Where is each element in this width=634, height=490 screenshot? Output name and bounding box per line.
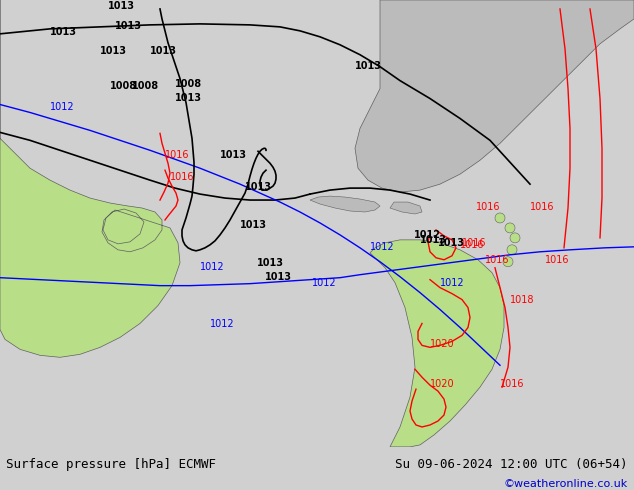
Text: 1013: 1013 <box>50 27 77 37</box>
Text: 1020: 1020 <box>430 379 455 389</box>
Text: 1013: 1013 <box>100 46 127 56</box>
Text: 1013: 1013 <box>438 238 465 248</box>
Text: 1012: 1012 <box>312 278 337 288</box>
Text: 1012: 1012 <box>50 102 75 113</box>
Text: 1013: 1013 <box>420 235 447 245</box>
Text: Surface pressure [hPa] ECMWF: Surface pressure [hPa] ECMWF <box>6 458 216 470</box>
Text: 1008: 1008 <box>175 78 202 89</box>
Circle shape <box>510 233 520 243</box>
Text: Su 09-06-2024 12:00 UTC (06+54): Su 09-06-2024 12:00 UTC (06+54) <box>395 458 628 470</box>
Text: 1013: 1013 <box>108 1 135 11</box>
Circle shape <box>495 213 505 223</box>
Text: 1013: 1013 <box>240 220 267 230</box>
Text: ©weatheronline.co.uk: ©weatheronline.co.uk <box>503 479 628 489</box>
Polygon shape <box>355 0 634 192</box>
Text: 1013: 1013 <box>257 258 284 268</box>
Text: 1016: 1016 <box>476 202 500 212</box>
Text: 1020: 1020 <box>430 340 455 349</box>
Text: 1016: 1016 <box>485 255 510 265</box>
Text: 1012: 1012 <box>200 262 224 272</box>
Circle shape <box>503 257 513 267</box>
Text: 1008: 1008 <box>132 80 159 91</box>
Text: 1012: 1012 <box>210 319 235 329</box>
Text: 1016: 1016 <box>530 202 555 212</box>
Circle shape <box>505 223 515 233</box>
Text: 1018: 1018 <box>510 294 534 305</box>
Text: 1012: 1012 <box>370 242 394 252</box>
Circle shape <box>507 245 517 255</box>
Text: 1013: 1013 <box>175 93 202 102</box>
Text: 1016: 1016 <box>545 255 569 265</box>
Text: 1016: 1016 <box>462 238 486 248</box>
Text: 1013: 1013 <box>115 21 142 31</box>
Text: 1013: 1013 <box>265 271 292 282</box>
Text: 1013: 1013 <box>245 182 272 192</box>
Text: 1016: 1016 <box>500 379 524 389</box>
Text: 1013: 1013 <box>220 150 247 160</box>
Text: 1013: 1013 <box>150 46 177 56</box>
Text: 1016: 1016 <box>460 240 484 250</box>
Polygon shape <box>370 240 504 447</box>
Text: 1013: 1013 <box>355 61 382 71</box>
Text: 1012: 1012 <box>440 278 465 288</box>
Text: 1008: 1008 <box>110 80 137 91</box>
Text: 1012: 1012 <box>414 230 441 240</box>
Polygon shape <box>310 196 380 212</box>
Text: 1016: 1016 <box>170 172 195 182</box>
Polygon shape <box>0 0 180 357</box>
Text: 1016: 1016 <box>165 150 190 160</box>
Polygon shape <box>390 202 422 214</box>
